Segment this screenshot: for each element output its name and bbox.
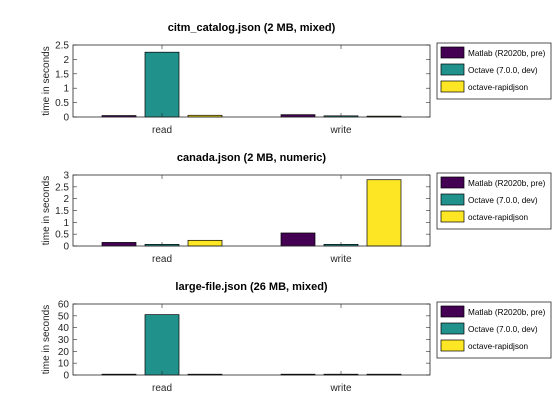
legend-label: Octave (7.0.0, dev) <box>468 196 538 205</box>
chart-title: citm_catalog.json (2 MB, mixed) <box>168 22 336 34</box>
plot-frame <box>72 174 431 247</box>
chart-panel: citm_catalog.json (2 MB, mixed) 0 0.5 1 1.5 2… <box>41 22 552 136</box>
legend-swatch <box>440 210 465 223</box>
legend-label: Octave (7.0.0, dev) <box>468 325 538 334</box>
legend-label: octave-rapidjson <box>468 213 529 222</box>
y-tick-label: 40 <box>58 323 70 334</box>
y-axis-label: time in seconds <box>41 176 52 245</box>
legend-swatch <box>440 46 465 59</box>
bar <box>187 239 223 247</box>
y-tick-label: 0.5 <box>55 98 69 109</box>
x-tick-label: read <box>152 383 172 394</box>
y-tick-label: 50 <box>58 311 70 322</box>
y-axis-label: time in seconds <box>41 305 52 374</box>
y-tick-label: 3 <box>63 171 69 182</box>
y-tick-label: 10 <box>58 359 70 370</box>
bar <box>366 179 402 247</box>
chart-title: canada.json (2 MB, numeric) <box>177 152 326 164</box>
y-tick-label: 0.5 <box>55 230 69 241</box>
y-tick-label: 30 <box>58 335 70 346</box>
bar <box>101 242 137 247</box>
plot-frame <box>72 303 431 376</box>
legend-swatch <box>440 305 465 318</box>
bar <box>144 314 180 376</box>
y-tick-label: 1.5 <box>55 69 69 80</box>
y-tick-label: 1.5 <box>55 206 69 217</box>
plot-frame <box>72 44 431 118</box>
y-tick-label: 0 <box>63 113 69 124</box>
y-tick-label: 0 <box>63 371 69 382</box>
legend-swatch <box>440 80 465 93</box>
x-tick-label: write <box>329 254 352 265</box>
legend-swatch <box>440 339 465 352</box>
y-tick-label: 60 <box>58 300 70 311</box>
y-tick-label: 2 <box>63 55 69 66</box>
legend-label: Matlab (R2020b, pre) <box>468 308 546 317</box>
y-tick-label: 20 <box>58 347 70 358</box>
y-axis-label: time in seconds <box>41 46 52 115</box>
y-tick-label: 1 <box>63 218 69 229</box>
legend-swatch <box>440 176 465 189</box>
y-tick-label: 2.5 <box>55 41 69 52</box>
x-tick-label: read <box>152 125 172 136</box>
y-tick-label: 1 <box>63 84 69 95</box>
legend-label: Matlab (R2020b, pre) <box>468 49 546 58</box>
legend-label: Matlab (R2020b, pre) <box>468 179 546 188</box>
legend-swatch <box>440 193 465 206</box>
x-tick-label: read <box>152 254 172 265</box>
legend-label: octave-rapidjson <box>468 342 529 351</box>
x-tick-label: write <box>329 383 352 394</box>
bar <box>144 51 180 118</box>
legend-swatch <box>440 322 465 335</box>
y-tick-label: 0 <box>63 242 69 253</box>
x-tick-label: write <box>329 125 352 136</box>
legend-label: Octave (7.0.0, dev) <box>468 66 538 75</box>
chart-panel: canada.json (2 MB, numeric) 00.511.522.53… <box>41 152 552 265</box>
bar <box>280 232 316 247</box>
y-tick-label: 2 <box>63 194 69 205</box>
y-tick-label: 2.5 <box>55 182 69 193</box>
legend-swatch <box>440 63 465 76</box>
chart-title: large-file.json (26 MB, mixed) <box>175 281 328 293</box>
chart-panel: large-file.json (26 MB, mixed) 0102030405… <box>41 281 552 394</box>
legend-label: octave-rapidjson <box>468 83 529 92</box>
